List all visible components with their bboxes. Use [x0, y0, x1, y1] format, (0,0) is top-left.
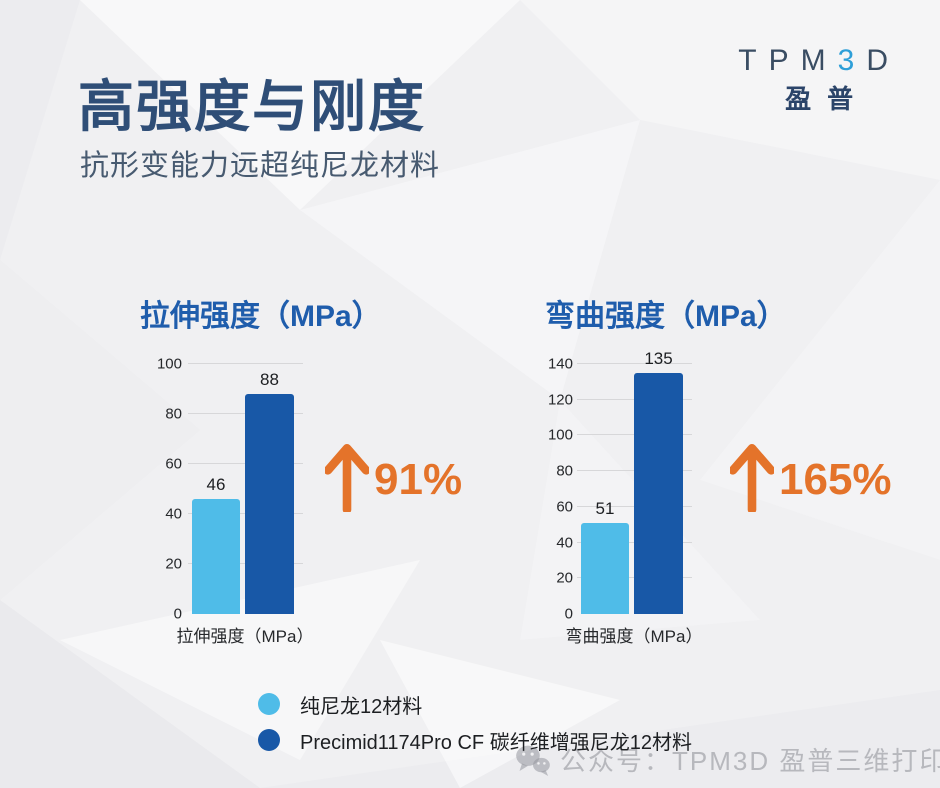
bar-value-label: 46 [206, 475, 226, 494]
increase-annotation: 165% [730, 444, 892, 512]
y-tick-label: 0 [564, 605, 573, 623]
x-axis-label: 弯曲强度（MPa） [565, 627, 703, 646]
up-arrow-icon [325, 444, 369, 512]
legend-swatch-light-blue [258, 693, 280, 715]
bar-value-label: 88 [260, 370, 279, 389]
plot-area: 51 135 [577, 349, 692, 614]
bar: 135 [634, 349, 683, 614]
watermark: 公众号：TPM3D 盈普三维打印 [514, 741, 940, 778]
legend-item-pure-nylon: 纯尼龙12材料 [258, 690, 692, 718]
y-tick-label: 40 [556, 534, 573, 552]
gridline [577, 363, 692, 364]
increase-annotation: 91% [325, 444, 462, 512]
legend-swatch-dark-blue [258, 729, 280, 751]
logo-letter: M [800, 44, 838, 77]
legend-label: Precimid1174Pro CF 碳纤维增强尼龙12材料 [300, 731, 692, 754]
y-axis: 0 20 40 60 80 100 120 140 [545, 356, 573, 623]
wechat-icon [516, 745, 550, 776]
y-tick-label: 60 [165, 455, 182, 473]
legend-item-cf-nylon: Precimid1174Pro CF 碳纤维增强尼龙12材料 [258, 726, 692, 754]
y-tick-label: 20 [165, 555, 182, 573]
page-subtitle: 抗形变能力远超纯尼龙材料 [80, 150, 441, 182]
logo-letter: D [866, 44, 900, 77]
y-tick-label: 80 [556, 462, 573, 480]
y-tick-label: 120 [547, 391, 573, 409]
legend: 纯尼龙12材料 Precimid1174Pro CF 碳纤维增强尼龙12材料 [258, 690, 692, 762]
y-tick-label: 100 [156, 355, 182, 373]
page-title: 高强度与刚度 [78, 75, 426, 138]
y-tick-label: 80 [165, 405, 182, 423]
gridline [188, 363, 303, 364]
bending-strength-chart: 弯曲强度（MPa） 0 20 40 60 80 100 120 140 51 135 弯曲强度（… [545, 260, 892, 680]
brand-subname: 盈普 [785, 84, 870, 114]
x-axis-label: 拉伸强度（MPa） [176, 627, 314, 646]
chart-title: 弯曲强度（MPa） [545, 299, 787, 333]
logo-letter: P [768, 44, 801, 77]
bar: 51 [581, 499, 629, 614]
watermark-text: 公众号：TPM3D 盈普三维打印 [560, 746, 940, 776]
increase-percent: 91% [374, 455, 463, 504]
logo-letter: T [738, 44, 769, 77]
bar-value-label: 135 [644, 348, 673, 368]
y-tick-label: 0 [173, 605, 182, 623]
y-axis: 0 20 40 60 80 100 [140, 356, 182, 623]
y-tick-label: 60 [556, 498, 573, 516]
brand-wordmark: TPM3D [738, 44, 900, 78]
y-tick-label: 100 [547, 426, 573, 444]
chart-title: 拉伸强度（MPa） [140, 299, 382, 333]
y-tick-label: 40 [165, 505, 182, 523]
logo-letter-accent: 3 [837, 44, 867, 77]
plot-area: 46 88 [188, 363, 303, 614]
tensile-strength-chart: 拉伸强度（MPa） 0 20 40 60 80 100 46 88 拉伸强度（MPa） 91… [140, 260, 480, 680]
bar-value-label: 51 [595, 498, 615, 518]
brand-logo: TPM3D 盈普 [738, 44, 900, 116]
bar: 88 [245, 370, 294, 614]
bar: 46 [192, 475, 240, 614]
y-tick-label: 20 [556, 569, 573, 587]
legend-label: 纯尼龙12材料 [300, 695, 423, 718]
y-tick-label: 140 [547, 355, 573, 373]
increase-percent: 165% [779, 455, 892, 504]
up-arrow-icon [730, 444, 774, 512]
